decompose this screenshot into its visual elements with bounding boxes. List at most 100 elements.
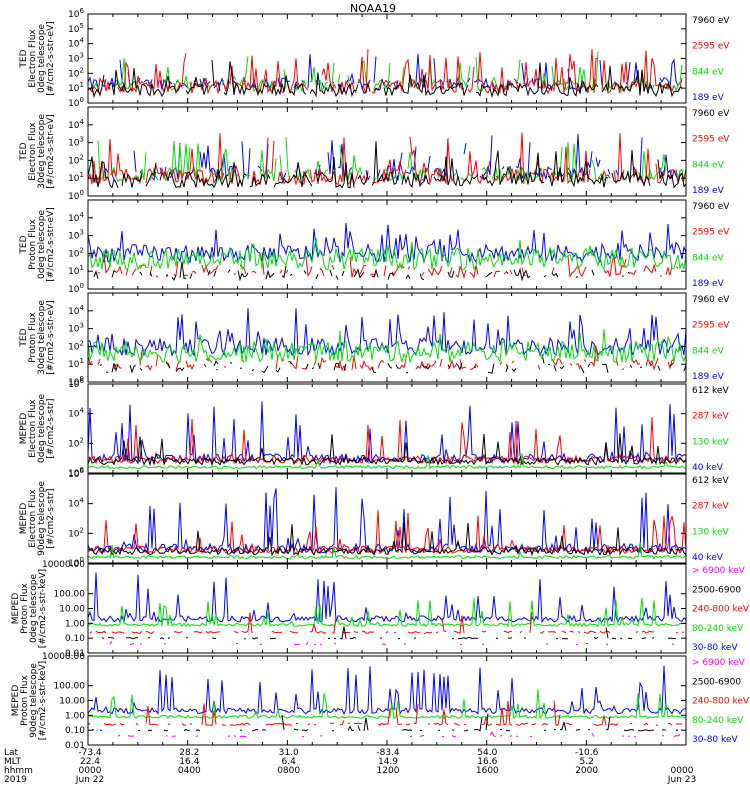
y-tick-label: 10.00 bbox=[59, 697, 85, 707]
x-tick-label: 0400 bbox=[178, 766, 201, 776]
x-tick-label: -73.4 bbox=[78, 748, 102, 758]
x-tick-label: 2000 bbox=[575, 766, 598, 776]
y-tick-label: 103 bbox=[68, 136, 84, 149]
series-189-ev bbox=[88, 222, 686, 265]
y-tick-label: 106 bbox=[68, 7, 84, 20]
y-tick-label: 100 bbox=[68, 466, 84, 479]
y-tick-label: 104 bbox=[68, 304, 84, 317]
x-tick-label: -10.6 bbox=[575, 748, 599, 758]
y-tick-label: 105 bbox=[68, 22, 84, 35]
y-label-line: [#/cm2-s-str] bbox=[46, 398, 56, 458]
series-80-240-kev bbox=[88, 597, 686, 628]
y-tick-label: 100.00 bbox=[54, 590, 86, 600]
y-tick-label: 101 bbox=[68, 171, 84, 184]
legend-entry: 240-800 keV bbox=[692, 605, 750, 615]
series-6900-kev bbox=[110, 641, 686, 645]
x-row-label: 2019 bbox=[4, 775, 27, 785]
series-844-ev bbox=[88, 329, 686, 365]
y-tick-label: 10.00 bbox=[59, 605, 85, 615]
panel-3-series bbox=[88, 222, 686, 280]
x-tick-label: 54.0 bbox=[477, 748, 497, 758]
y-tick-label: 103 bbox=[68, 322, 84, 335]
panel-3: 100 101 102 103 104 TED Proton Flux 0deg telesc… bbox=[19, 199, 730, 295]
y-tick-label: 10000.00 bbox=[42, 560, 85, 570]
panel-1-series bbox=[88, 49, 686, 96]
x-tick-label: 0800 bbox=[277, 766, 300, 776]
y-tick-label: 100 bbox=[68, 96, 84, 109]
y-tick-label: 102 bbox=[68, 246, 84, 259]
y-label-line: MEPED bbox=[11, 685, 21, 717]
y-tick-label: 1.00 bbox=[65, 619, 85, 629]
y-label-line: 0deg telescope bbox=[37, 24, 47, 94]
y-tick-label: 10000.00 bbox=[42, 652, 85, 662]
legend-entry: 189 eV bbox=[692, 279, 725, 289]
series-6900-kev bbox=[117, 731, 681, 738]
y-label-line: [#/cm2-s-str-eV] bbox=[46, 114, 56, 189]
x-tick-label: -83.4 bbox=[376, 748, 400, 758]
y-tick-label: 101 bbox=[68, 81, 84, 94]
legend-entry: 287 keV bbox=[692, 412, 729, 422]
panel-5-series bbox=[88, 401, 686, 470]
y-tick-label: 103 bbox=[68, 52, 84, 65]
series-240-800-kev bbox=[88, 700, 686, 725]
x-tick-label: 28.2 bbox=[179, 748, 199, 758]
legend-entry: 2595 eV bbox=[692, 135, 730, 145]
series-7960-ev bbox=[94, 262, 684, 280]
legend-entry: 189 eV bbox=[692, 93, 725, 103]
y-tick-label: 100 bbox=[68, 556, 84, 569]
y-label-line: 0deg telescope bbox=[37, 394, 47, 464]
legend-entry: > 6900 keV bbox=[692, 566, 746, 576]
series-80-240-kev bbox=[88, 689, 686, 720]
y-label-line: [#/cm2-s-str-eV] bbox=[46, 21, 56, 96]
series-30-80-kev bbox=[88, 572, 686, 624]
legend-entry: 2595 eV bbox=[692, 42, 730, 52]
legend-entry: 7960 eV bbox=[692, 295, 730, 305]
legend-entry: 2500-6900 bbox=[692, 677, 741, 687]
panel-3-ylabel: TED Proton Flux 0deg telescope [#/cm2-s-str… bbox=[19, 207, 56, 282]
legend-entry: 844 eV bbox=[692, 67, 725, 77]
legend-entry: 80-240 keV bbox=[692, 624, 744, 634]
series-40-kev bbox=[88, 401, 686, 465]
series-130-kev bbox=[88, 453, 686, 470]
y-label-line: 0deg telescope bbox=[37, 210, 47, 280]
y-tick-label: 104 bbox=[68, 37, 84, 50]
series-612-kev bbox=[88, 522, 686, 557]
y-label-line: 30deg telescope bbox=[37, 300, 47, 375]
y-label-line: Proton Flux bbox=[20, 583, 30, 634]
y-tick-label: 101 bbox=[68, 357, 84, 370]
series-2595-ev bbox=[88, 49, 686, 93]
y-tick-label: 102 bbox=[68, 66, 84, 79]
y-tick-label: 102 bbox=[68, 339, 84, 352]
x-tick-label: 6.4 bbox=[282, 757, 297, 767]
panel-8-ylabel: MEPED Proton Flux 90deg telescope [#/cm2-s-… bbox=[11, 661, 48, 740]
panel-4-series bbox=[88, 308, 686, 374]
y-label-line: [#/cm2-s-str-keV] bbox=[38, 661, 48, 740]
legend-entry: 7960 eV bbox=[692, 109, 730, 119]
y-label-line: Electron Flux bbox=[28, 29, 38, 88]
panel-2-series bbox=[88, 132, 686, 189]
y-label-line: Proton Flux bbox=[28, 219, 38, 270]
y-tick-label: 0.10 bbox=[65, 726, 85, 736]
legend-entry: > 6900 keV bbox=[692, 658, 746, 668]
series-7960-ev bbox=[88, 141, 686, 189]
x-tick-label: 14.9 bbox=[378, 757, 398, 767]
legend-entry: 844 eV bbox=[692, 253, 725, 263]
y-label-line: 90deg telescope bbox=[29, 663, 39, 738]
y-label-line: MEPED bbox=[11, 593, 21, 625]
y-label-line: TED bbox=[19, 142, 29, 161]
y-label-line: Electron Flux bbox=[28, 122, 38, 181]
y-label-line: 90deg telescope bbox=[37, 481, 47, 556]
panel-7-frame bbox=[87, 563, 687, 654]
y-label-line: MEPED bbox=[19, 503, 29, 535]
panel-5-frame bbox=[87, 383, 687, 474]
y-tick-label: 0.01 bbox=[65, 649, 85, 659]
y-tick-label: 104 bbox=[68, 407, 84, 420]
y-tick-label: 102 bbox=[68, 153, 84, 166]
figure-title: NOAA19 bbox=[350, 2, 396, 15]
series-7960-ev bbox=[99, 354, 686, 374]
x-row-label: MLT bbox=[4, 757, 22, 767]
legend-entry: 844 eV bbox=[692, 346, 725, 356]
